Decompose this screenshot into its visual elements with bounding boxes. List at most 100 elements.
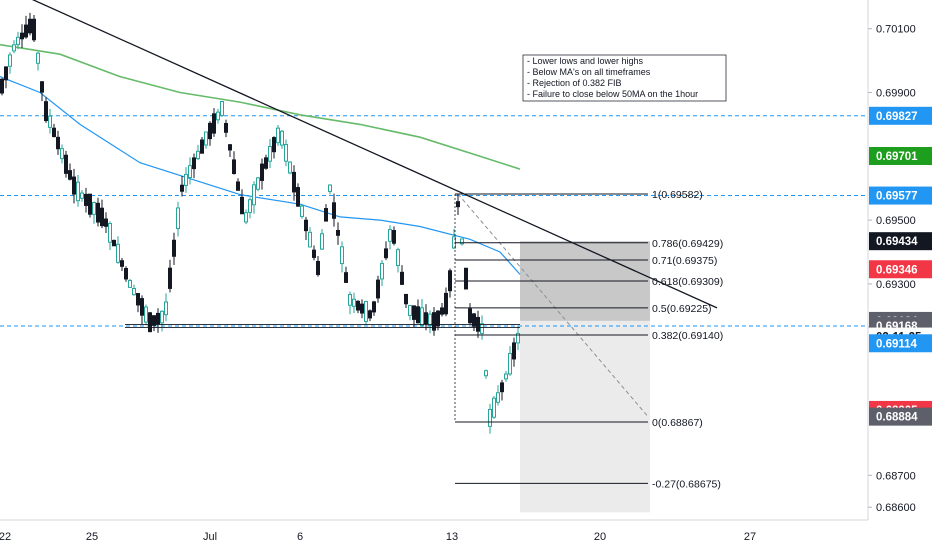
candle-body	[460, 238, 464, 245]
candle-body	[144, 306, 148, 323]
candle-body	[128, 279, 132, 288]
annotation-note[interactable]: - Lower lows and lower highs - Below MA'…	[522, 54, 727, 102]
candle-body	[104, 218, 108, 227]
candle-body	[480, 323, 484, 334]
price-tick-label: 0.69300	[876, 279, 916, 291]
candle-body	[120, 260, 124, 267]
price-tag-label: 0.69701	[876, 151, 918, 163]
candle-body	[252, 184, 256, 206]
candle-body	[508, 352, 512, 375]
candle-body	[100, 207, 104, 227]
candle-body	[404, 293, 408, 305]
candle-body	[152, 315, 156, 326]
candle-body	[396, 249, 400, 267]
price-tick-label: 0.69900	[876, 88, 916, 100]
candle-body	[224, 122, 228, 133]
candle-body	[296, 187, 300, 207]
target-zone	[520, 241, 650, 513]
candle-body	[140, 298, 144, 316]
candle-body	[372, 301, 376, 313]
fib-level-label: 0.5(0.69225)	[652, 303, 712, 315]
candle-body	[160, 310, 164, 324]
axes[interactable]: 0.701000.699000.695000.693000.691650.687…	[0, 0, 932, 543]
candle-body	[388, 229, 392, 242]
candle-body	[172, 239, 176, 257]
time-tick-label: 22	[0, 531, 11, 543]
candle-body	[420, 307, 424, 326]
fib-level-label: 0.71(0.69375)	[652, 255, 717, 267]
candle-body	[504, 373, 508, 380]
price-tag-bg	[869, 106, 932, 125]
candle-body	[516, 332, 520, 344]
candle-body	[468, 308, 472, 324]
candle-body	[44, 101, 48, 122]
candle-body	[444, 292, 448, 315]
candle-body	[8, 54, 12, 67]
candle-body	[304, 219, 308, 232]
time-tick-label: 20	[594, 531, 606, 543]
candle-body	[32, 18, 36, 41]
candle-body	[256, 177, 260, 190]
candle-body	[248, 199, 252, 213]
candle-body	[436, 310, 440, 327]
candle-body	[288, 161, 292, 174]
annotation-line: - Below MA's on all timeframes	[527, 67, 651, 77]
candle-body	[216, 111, 220, 121]
candle-body	[176, 207, 180, 230]
candle-body	[208, 122, 212, 140]
price-tag-label: 0.68884	[876, 412, 918, 424]
candle-body	[432, 312, 436, 331]
annotation-line: - Failure to close below 50MA on the 1ho…	[527, 89, 698, 99]
candle-body	[392, 230, 396, 244]
price-tick-label: 0.68600	[876, 502, 916, 514]
candle-body	[136, 293, 140, 306]
candle-body	[220, 101, 224, 116]
fib-retracement[interactable]: 1(0.69582) 0.786(0.69429) 0.71(0.69375) 0.6…	[454, 189, 723, 490]
fib-level-label: 0(0.68867)	[652, 417, 703, 429]
candle-body	[68, 170, 72, 180]
annotation-line: - Rejection of 0.382 FIB	[527, 78, 622, 88]
price-tag-label: 0.69346	[876, 264, 918, 276]
candle-body	[200, 139, 204, 154]
time-tick-label: Jul	[203, 531, 217, 543]
candle-body	[320, 233, 324, 250]
candle-body	[440, 307, 444, 315]
fib-level-label: -0.27(0.68675)	[652, 478, 721, 490]
price-tag-bg	[869, 260, 932, 279]
ma-slow-line	[0, 43, 521, 170]
price-tag-label: 0.69827	[876, 111, 918, 123]
price-tag-label: 0.69577	[876, 191, 918, 203]
candle-body	[12, 44, 16, 52]
candle-body	[80, 192, 84, 199]
candle-body	[24, 24, 28, 38]
candle-body	[380, 262, 384, 280]
candle-body	[280, 130, 284, 146]
candle-body	[40, 81, 44, 93]
candle-body	[36, 52, 40, 64]
fib-level-label: 0.382(0.69140)	[652, 330, 723, 342]
candle-body	[268, 146, 272, 162]
candle-body	[244, 212, 248, 223]
candle-body	[340, 246, 344, 265]
candle-body	[324, 208, 328, 222]
candle-body	[312, 249, 316, 258]
candle-body	[272, 137, 276, 153]
candle-body	[376, 279, 380, 299]
candle-body	[168, 267, 172, 289]
candle-body	[344, 272, 348, 283]
candle-body	[212, 113, 216, 134]
drawings[interactable]	[30, 0, 718, 417]
candle-body	[236, 181, 240, 191]
candle-body	[328, 184, 332, 192]
candle-body	[448, 270, 452, 292]
candle-body	[116, 243, 120, 263]
candle-body	[316, 260, 320, 276]
candle-body	[360, 303, 364, 314]
candle-body	[196, 150, 200, 160]
candle-body	[20, 32, 24, 40]
candle-body	[428, 313, 432, 327]
candle-body	[192, 157, 196, 170]
annotation-line: - Lower lows and lower highs	[527, 56, 644, 66]
